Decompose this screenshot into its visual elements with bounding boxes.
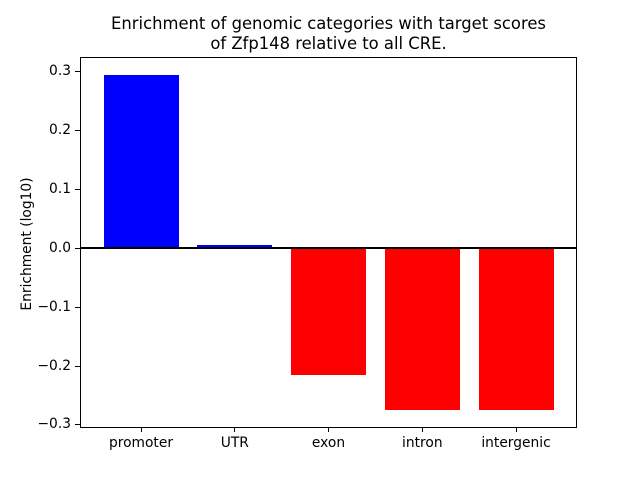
plot-area: promoter UTR exon intron intergenic 0.3 0.2 0.1…: [37, 57, 577, 451]
x-tick-label-intergenic: intergenic: [481, 435, 551, 451]
y-tick-label: −0.3: [37, 416, 71, 433]
chart-title-line2: of Zfp148 relative to all CRE.: [210, 34, 447, 53]
x-tick-label-promoter: promoter: [108, 435, 174, 451]
y-axis-label: Enrichment (log10): [19, 177, 35, 311]
x-tick-label-exon: exon: [311, 435, 346, 451]
y-tick-label: 0.2: [49, 121, 71, 138]
zero-axis-line: [81, 246, 576, 250]
x-tick-mark-intergenic: [515, 427, 517, 432]
y-tick-mark: [75, 247, 80, 249]
chart-title: Enrichment of genomic categories with ta…: [80, 14, 577, 54]
bar-intron: [384, 248, 460, 411]
x-tick-mark-intron: [421, 427, 423, 432]
y-tick-label: 0.3: [49, 62, 71, 79]
bar-intergenic: [478, 248, 554, 411]
y-tick-mark: [75, 70, 80, 72]
x-tick-mark-UTR: [234, 427, 236, 432]
x-tick-mark-promoter: [140, 427, 142, 432]
bar-UTR: [197, 244, 273, 249]
y-tick-label: 0.0: [49, 239, 71, 256]
chart-title-line1: Enrichment of genomic categories with ta…: [111, 14, 546, 33]
x-tick-label-intron: intron: [402, 435, 443, 451]
y-tick-label: −0.1: [37, 298, 71, 315]
y-tick-label: 0.1: [49, 180, 71, 197]
y-tick-mark: [75, 306, 80, 308]
y-tick-mark: [75, 365, 80, 367]
bar-exon: [291, 248, 366, 376]
y-tick-mark: [75, 188, 80, 190]
y-tick-mark: [75, 129, 80, 131]
y-tick-mark: [75, 424, 80, 426]
bar-promoter: [103, 74, 179, 249]
x-tick-mark-exon: [328, 427, 329, 432]
y-tick-label: −0.2: [37, 357, 71, 374]
x-tick-label-UTR: UTR: [220, 435, 249, 451]
